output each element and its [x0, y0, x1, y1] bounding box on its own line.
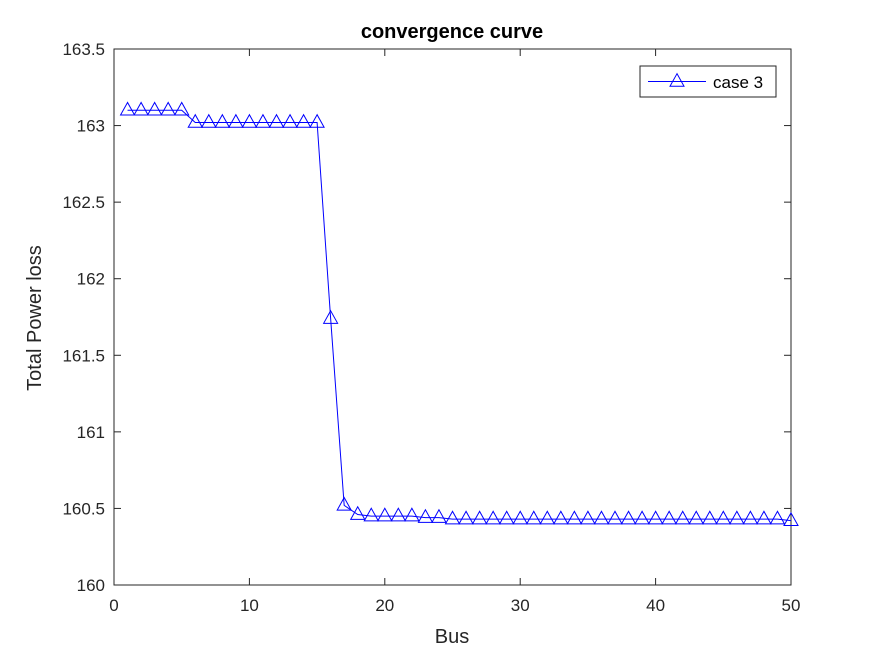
data-point-marker	[173, 101, 190, 116]
y-tick-label: 163	[77, 117, 105, 136]
x-tick-label: 20	[375, 596, 394, 615]
data-point-marker	[471, 510, 488, 525]
data-point-marker	[133, 101, 149, 116]
x-tick-label: 50	[782, 596, 801, 615]
data-point-marker	[214, 113, 231, 128]
data-point-marker	[228, 113, 244, 128]
data-point-marker	[390, 507, 407, 522]
data-point-marker	[539, 510, 556, 525]
data-point-marker	[620, 510, 637, 525]
data-point-marker	[634, 510, 650, 525]
y-tick-label: 161	[77, 423, 105, 442]
x-axis-label: Bus	[435, 626, 469, 648]
data-point-marker	[417, 508, 434, 523]
y-tick-label: 163.5	[62, 40, 105, 59]
data-point-marker	[498, 510, 515, 525]
data-point-marker	[119, 101, 136, 116]
x-tick-label: 10	[240, 596, 259, 615]
data-point-marker	[336, 496, 353, 511]
data-point-marker	[200, 113, 217, 128]
data-point-marker	[647, 510, 664, 525]
data-point-marker	[688, 510, 705, 525]
data-point-marker	[756, 510, 772, 525]
data-point-marker	[187, 113, 204, 128]
legend-marker	[669, 72, 685, 87]
data-point-marker	[674, 510, 691, 525]
data-point-marker	[309, 113, 325, 128]
data-point-marker	[458, 510, 474, 525]
data-point-marker	[146, 101, 163, 116]
data-point-marker	[363, 507, 380, 522]
y-tick-label: 162	[77, 270, 105, 289]
data-point-marker	[566, 510, 583, 525]
y-tick-label: 160	[77, 576, 105, 595]
plot-area: 0 10 20 30 40 50 160 160.5 161 161.5 162 162.5 163 16…	[62, 40, 800, 615]
data-point-marker	[404, 507, 420, 522]
data-point-marker	[268, 113, 285, 128]
series-case-3	[119, 101, 799, 526]
data-point-marker	[593, 510, 610, 525]
x-tick-label: 30	[511, 596, 530, 615]
series-line	[127, 109, 792, 522]
data-point-marker	[282, 113, 298, 128]
chart-title: convergence curve	[361, 21, 543, 43]
plot-frame	[113, 48, 792, 586]
data-point-marker	[376, 507, 393, 522]
data-point-marker	[701, 510, 718, 525]
x-tick-label: 40	[646, 596, 665, 615]
data-point-marker	[512, 510, 529, 525]
data-point-marker	[552, 510, 569, 525]
data-point-marker	[444, 510, 461, 525]
legend-label: case 3	[713, 73, 763, 92]
data-point-marker	[255, 113, 271, 128]
data-point-marker	[485, 510, 501, 525]
y-tick-label: 160.5	[62, 499, 105, 518]
data-point-marker	[525, 510, 542, 525]
legend: case 3	[639, 65, 777, 98]
data-point-marker	[783, 511, 799, 526]
y-axis-label: Total Power loss	[24, 245, 46, 391]
x-tick-label: 0	[109, 596, 118, 615]
y-tick-label: 161.5	[62, 346, 105, 365]
data-point-marker	[607, 510, 623, 525]
data-point-marker	[322, 309, 339, 324]
data-point-marker	[241, 113, 258, 128]
data-point-marker	[728, 510, 745, 525]
data-point-marker	[580, 510, 596, 525]
data-point-marker	[661, 510, 677, 525]
data-point-marker	[431, 508, 447, 523]
data-point-marker	[715, 510, 732, 525]
data-point-marker	[742, 510, 759, 525]
data-point-marker	[160, 101, 177, 116]
data-point-marker	[295, 113, 312, 128]
data-point-marker	[349, 505, 366, 520]
data-point-marker	[769, 510, 786, 525]
y-tick-label: 162.5	[62, 193, 105, 212]
